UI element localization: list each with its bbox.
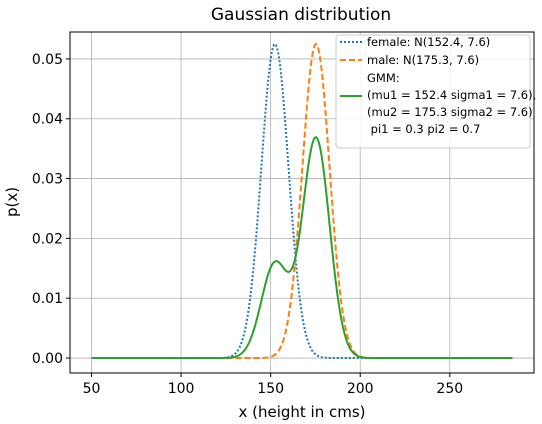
- x-tick-label: 200: [347, 381, 374, 397]
- y-tick-label: 0.02: [32, 231, 63, 247]
- legend-box: [335, 34, 531, 149]
- legend-label-gmm-line2: (mu2 = 175.3 sigma2 = 7.6): [367, 105, 533, 119]
- x-tick-label: 150: [257, 381, 284, 397]
- y-tick-label: 0.03: [32, 172, 63, 188]
- x-tick-label: 50: [83, 381, 101, 397]
- y-axis-label: p(x): [3, 187, 21, 217]
- legend-label-male: male: N(175.3, 7.6): [367, 53, 479, 67]
- legend-label-gmm-line1: (mu1 = 152.4 sigma1 = 7.6),: [367, 88, 536, 102]
- y-tick-label: 0.05: [32, 52, 63, 68]
- legend-label-female: female: N(152.4, 7.6): [367, 35, 490, 49]
- axis-ticks: 50 100 150 200 250 0.00 0.01 0.02 0.03 0.04 0.05: [32, 52, 463, 397]
- x-tick-label: 100: [168, 381, 195, 397]
- series-lines: [91, 42, 513, 360]
- chart-title: Gaussian distribution: [211, 5, 391, 25]
- series-line-gmm: [91, 136, 513, 360]
- legend-label-gmm: GMM:: [367, 71, 400, 85]
- plot-frame: [69, 31, 535, 374]
- y-tick-label: 0.01: [32, 291, 63, 307]
- x-axis-label: x (height in cms): [238, 403, 365, 421]
- legend-label-gmm-line3: pi1 = 0.3 pi2 = 0.7: [367, 122, 480, 136]
- y-tick-label: 0.04: [32, 112, 63, 128]
- y-tick-label: 0.00: [32, 351, 63, 367]
- x-tick-label: 250: [436, 381, 463, 397]
- legend: female: N(152.4, 7.6) male: N(175.3, 7.6…: [335, 34, 536, 149]
